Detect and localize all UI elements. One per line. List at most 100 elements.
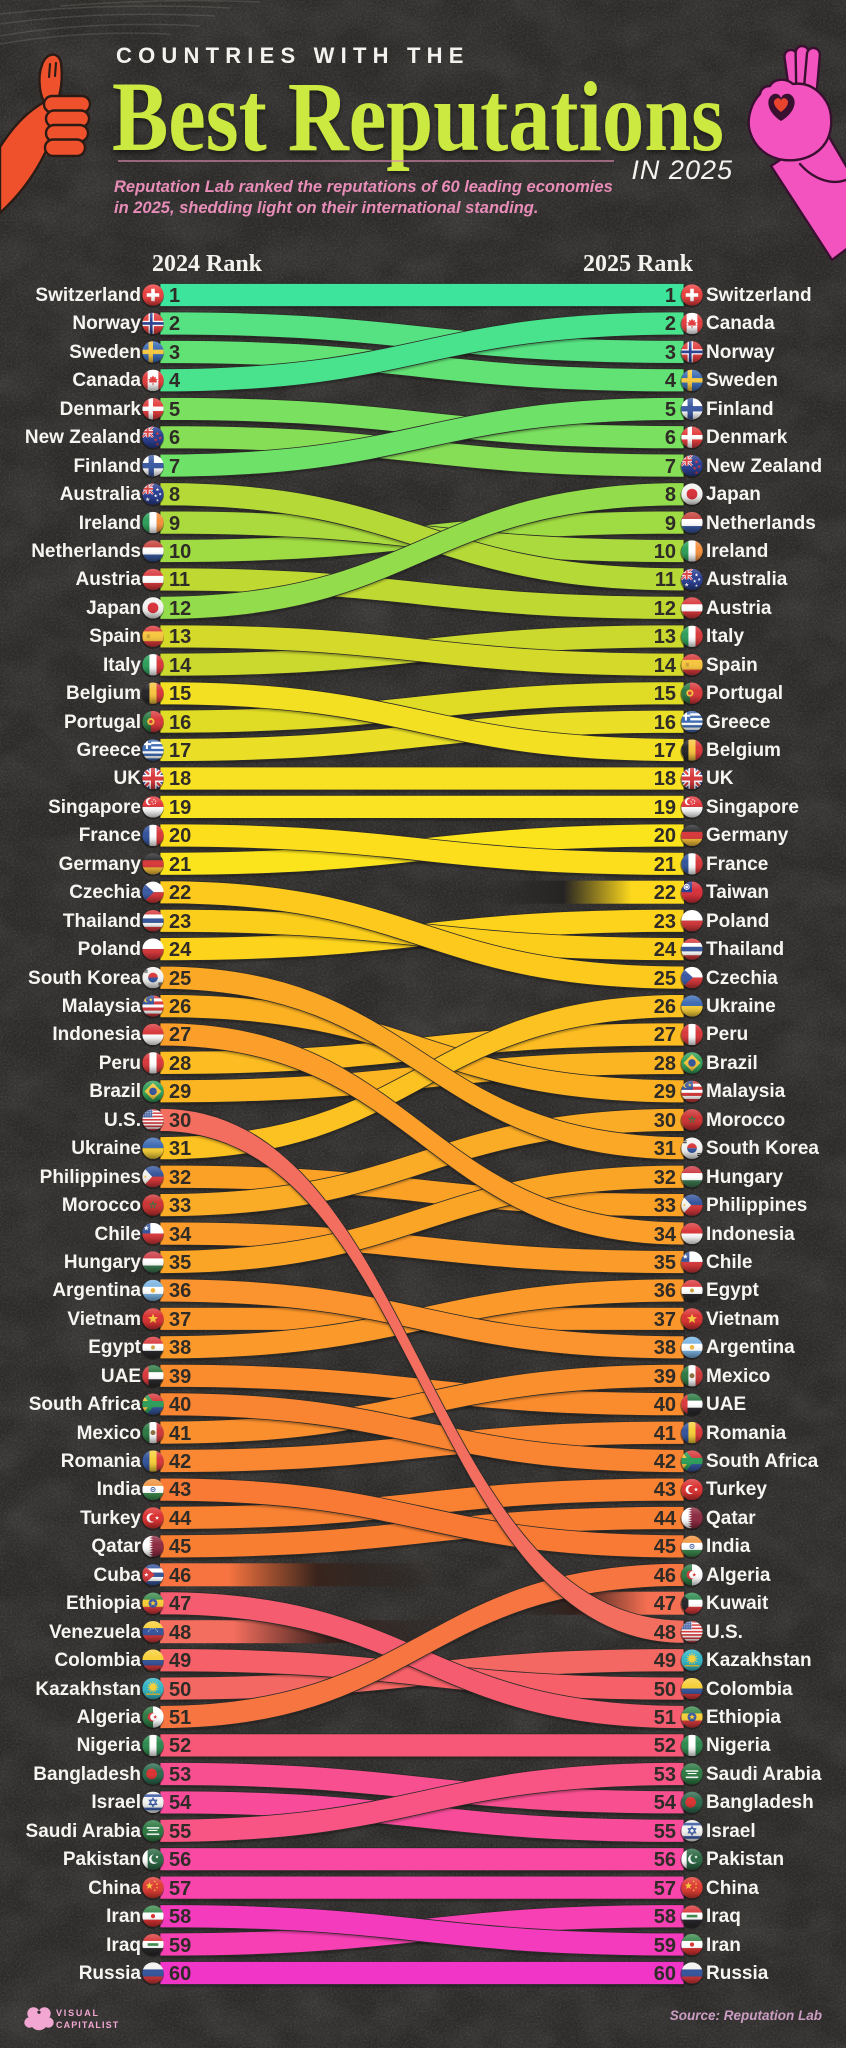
svg-text:18: 18 [169, 768, 191, 790]
svg-text:Germany: Germany [59, 854, 142, 875]
svg-text:Czechia: Czechia [706, 968, 778, 989]
svg-text:50: 50 [169, 1679, 191, 1701]
svg-text:Portugal: Portugal [64, 712, 141, 733]
svg-text:45: 45 [654, 1536, 676, 1558]
svg-text:Argentina: Argentina [706, 1337, 795, 1358]
svg-text:3: 3 [169, 342, 180, 364]
svg-text:15: 15 [169, 683, 191, 705]
svg-text:38: 38 [169, 1337, 191, 1359]
svg-text:Thailand: Thailand [706, 939, 784, 960]
svg-text:Switzerland: Switzerland [706, 285, 812, 306]
svg-text:31: 31 [654, 1138, 676, 1160]
svg-text:16: 16 [654, 712, 676, 734]
svg-text:in 2025, shedding light on the: in 2025, shedding light on their interna… [114, 199, 538, 217]
svg-text:Romania: Romania [706, 1423, 787, 1444]
svg-text:Philippines: Philippines [40, 1167, 141, 1188]
svg-text:50: 50 [654, 1679, 676, 1701]
svg-text:UK: UK [114, 768, 142, 789]
svg-text:13: 13 [169, 626, 191, 648]
svg-text:Iraq: Iraq [706, 1906, 741, 1927]
svg-text:33: 33 [654, 1195, 676, 1217]
svg-text:23: 23 [169, 911, 191, 933]
svg-text:39: 39 [654, 1366, 676, 1388]
svg-text:China: China [88, 1878, 141, 1899]
svg-text:33: 33 [169, 1195, 191, 1217]
svg-text:11: 11 [169, 569, 190, 591]
svg-text:15: 15 [654, 683, 676, 705]
svg-text:44: 44 [654, 1508, 677, 1530]
svg-text:Hungary: Hungary [706, 1167, 784, 1188]
svg-text:4: 4 [169, 370, 181, 392]
svg-text:25: 25 [169, 968, 191, 990]
svg-text:12: 12 [169, 598, 191, 620]
svg-text:9: 9 [665, 513, 676, 535]
svg-text:53: 53 [654, 1764, 676, 1786]
svg-text:36: 36 [654, 1280, 676, 1302]
svg-text:9: 9 [169, 513, 180, 535]
svg-text:Bangladesh: Bangladesh [706, 1792, 814, 1813]
svg-text:Kuwait: Kuwait [706, 1593, 769, 1614]
svg-text:41: 41 [169, 1423, 191, 1445]
svg-text:32: 32 [654, 1167, 676, 1189]
svg-text:Belgium: Belgium [706, 740, 781, 761]
svg-text:54: 54 [654, 1792, 677, 1814]
svg-text:53: 53 [169, 1764, 191, 1786]
svg-text:Singapore: Singapore [706, 797, 799, 818]
svg-text:Switzerland: Switzerland [35, 285, 141, 306]
svg-text:2: 2 [169, 313, 180, 335]
svg-text:Ethiopia: Ethiopia [66, 1593, 141, 1614]
svg-text:57: 57 [654, 1878, 676, 1900]
svg-text:Iran: Iran [106, 1906, 141, 1927]
svg-text:17: 17 [169, 740, 191, 762]
svg-text:19: 19 [169, 797, 191, 819]
svg-text:58: 58 [654, 1906, 676, 1928]
svg-text:40: 40 [654, 1394, 676, 1416]
svg-text:France: France [706, 854, 768, 875]
svg-text:36: 36 [169, 1280, 191, 1302]
svg-text:5: 5 [169, 399, 180, 421]
svg-text:Greece: Greece [77, 740, 141, 761]
svg-text:59: 59 [169, 1935, 191, 1957]
svg-text:Best Reputations: Best Reputations [112, 61, 724, 172]
svg-text:8: 8 [665, 484, 676, 506]
svg-text:Egypt: Egypt [706, 1280, 759, 1301]
svg-text:Romania: Romania [61, 1451, 142, 1472]
svg-text:South Korea: South Korea [706, 1138, 819, 1159]
svg-text:8: 8 [169, 484, 180, 506]
svg-text:Malaysia: Malaysia [706, 1081, 786, 1102]
svg-text:27: 27 [169, 1024, 191, 1046]
svg-text:South Africa: South Africa [29, 1394, 142, 1415]
svg-text:Cuba: Cuba [94, 1565, 142, 1586]
svg-text:59: 59 [654, 1935, 676, 1957]
svg-text:42: 42 [654, 1451, 676, 1473]
svg-text:4: 4 [665, 370, 677, 392]
svg-text:South Korea: South Korea [28, 968, 141, 989]
svg-text:South Africa: South Africa [706, 1451, 819, 1472]
svg-text:Malaysia: Malaysia [62, 996, 142, 1017]
svg-text:Russia: Russia [79, 1963, 142, 1984]
svg-text:UK: UK [706, 768, 734, 789]
svg-text:Egypt: Egypt [88, 1337, 141, 1358]
svg-text:UAE: UAE [101, 1366, 141, 1387]
svg-text:47: 47 [169, 1593, 191, 1615]
svg-text:13: 13 [654, 626, 676, 648]
svg-text:32: 32 [169, 1167, 191, 1189]
svg-text:Netherlands: Netherlands [706, 513, 816, 534]
svg-text:14: 14 [169, 655, 192, 677]
svg-text:Saudi Arabia: Saudi Arabia [26, 1821, 142, 1842]
svg-text:Denmark: Denmark [60, 399, 142, 420]
svg-text:34: 34 [654, 1224, 677, 1246]
svg-text:43: 43 [169, 1479, 191, 1501]
svg-text:57: 57 [169, 1878, 191, 1900]
svg-text:47: 47 [654, 1593, 676, 1615]
svg-text:Algeria: Algeria [77, 1707, 142, 1728]
svg-text:51: 51 [169, 1707, 191, 1729]
svg-text:14: 14 [654, 655, 677, 677]
svg-text:U.S.: U.S. [104, 1110, 141, 1131]
svg-text:Kazakhstan: Kazakhstan [706, 1650, 812, 1671]
svg-text:35: 35 [654, 1252, 676, 1274]
svg-text:28: 28 [654, 1053, 676, 1075]
svg-text:Japan: Japan [706, 484, 761, 505]
svg-text:34: 34 [169, 1224, 192, 1246]
svg-text:46: 46 [169, 1565, 191, 1587]
